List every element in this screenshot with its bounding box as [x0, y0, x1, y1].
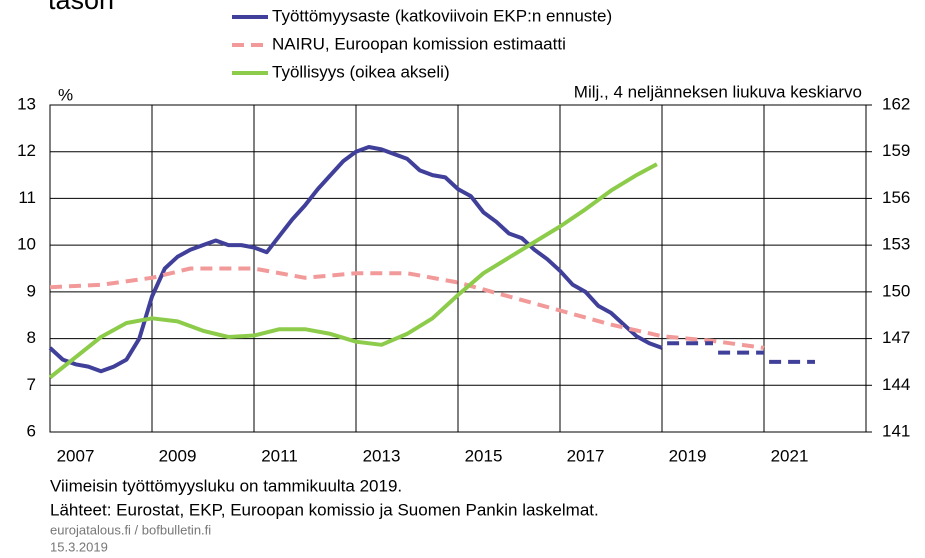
note: Lähteet: Eurostat, EKP, Euroopan komissi…	[50, 500, 599, 519]
series-line	[49, 266, 765, 350]
y2-tick-label: 162	[882, 94, 910, 113]
y2-tick-label: 159	[882, 141, 910, 160]
y2-tick-label: 144	[882, 375, 910, 394]
series-line	[48, 145, 663, 374]
y-tick-label: 11	[18, 188, 36, 207]
legend-label: NAIRU, Euroopan komission estimaatti	[272, 34, 566, 53]
chart-title: tason	[48, 0, 114, 15]
x-tick-label: 2009	[159, 446, 197, 465]
legend-label: Työttömyysaste (katkoviivoin EKP:n ennus…	[272, 6, 612, 25]
y-tick-label: 8	[27, 328, 36, 347]
x-tick-label: 2017	[567, 446, 605, 465]
y-axis-label: %	[58, 85, 73, 104]
y2-tick-label: 147	[882, 328, 910, 347]
source: eurojatalous.fi / bofbulletin.fi	[50, 522, 211, 537]
legend-label: Työllisyys (oikea akseli)	[272, 62, 450, 81]
note: Viimeisin työttömyysluku on tammikuulta …	[50, 476, 402, 495]
y-tick-label: 13	[17, 94, 36, 113]
y2-tick-label: 141	[882, 421, 910, 440]
y-tick-label: 10	[17, 235, 36, 254]
y-tick-label: 7	[27, 375, 36, 394]
y2-tick-label: 153	[882, 235, 910, 254]
y-tick-label: 12	[17, 141, 36, 160]
y2-tick-label: 150	[882, 281, 910, 300]
y-tick-label: 6	[27, 421, 36, 440]
date: 15.3.2019	[50, 539, 108, 554]
x-tick-label: 2019	[669, 446, 707, 465]
x-tick-label: 2013	[363, 446, 401, 465]
y2-tick-label: 156	[882, 188, 910, 207]
plot-frame	[49, 104, 867, 433]
x-tick-label: 2015	[465, 446, 503, 465]
y-tick-label: 9	[27, 281, 36, 300]
y2-axis-label: Milj., 4 neljänneksen liukuva keskiarvo	[574, 82, 862, 101]
x-tick-label: 2021	[771, 446, 809, 465]
series-line	[667, 341, 815, 364]
x-tick-label: 2011	[261, 446, 298, 465]
series-line	[48, 162, 658, 380]
x-tick-label: 2007	[57, 446, 95, 465]
